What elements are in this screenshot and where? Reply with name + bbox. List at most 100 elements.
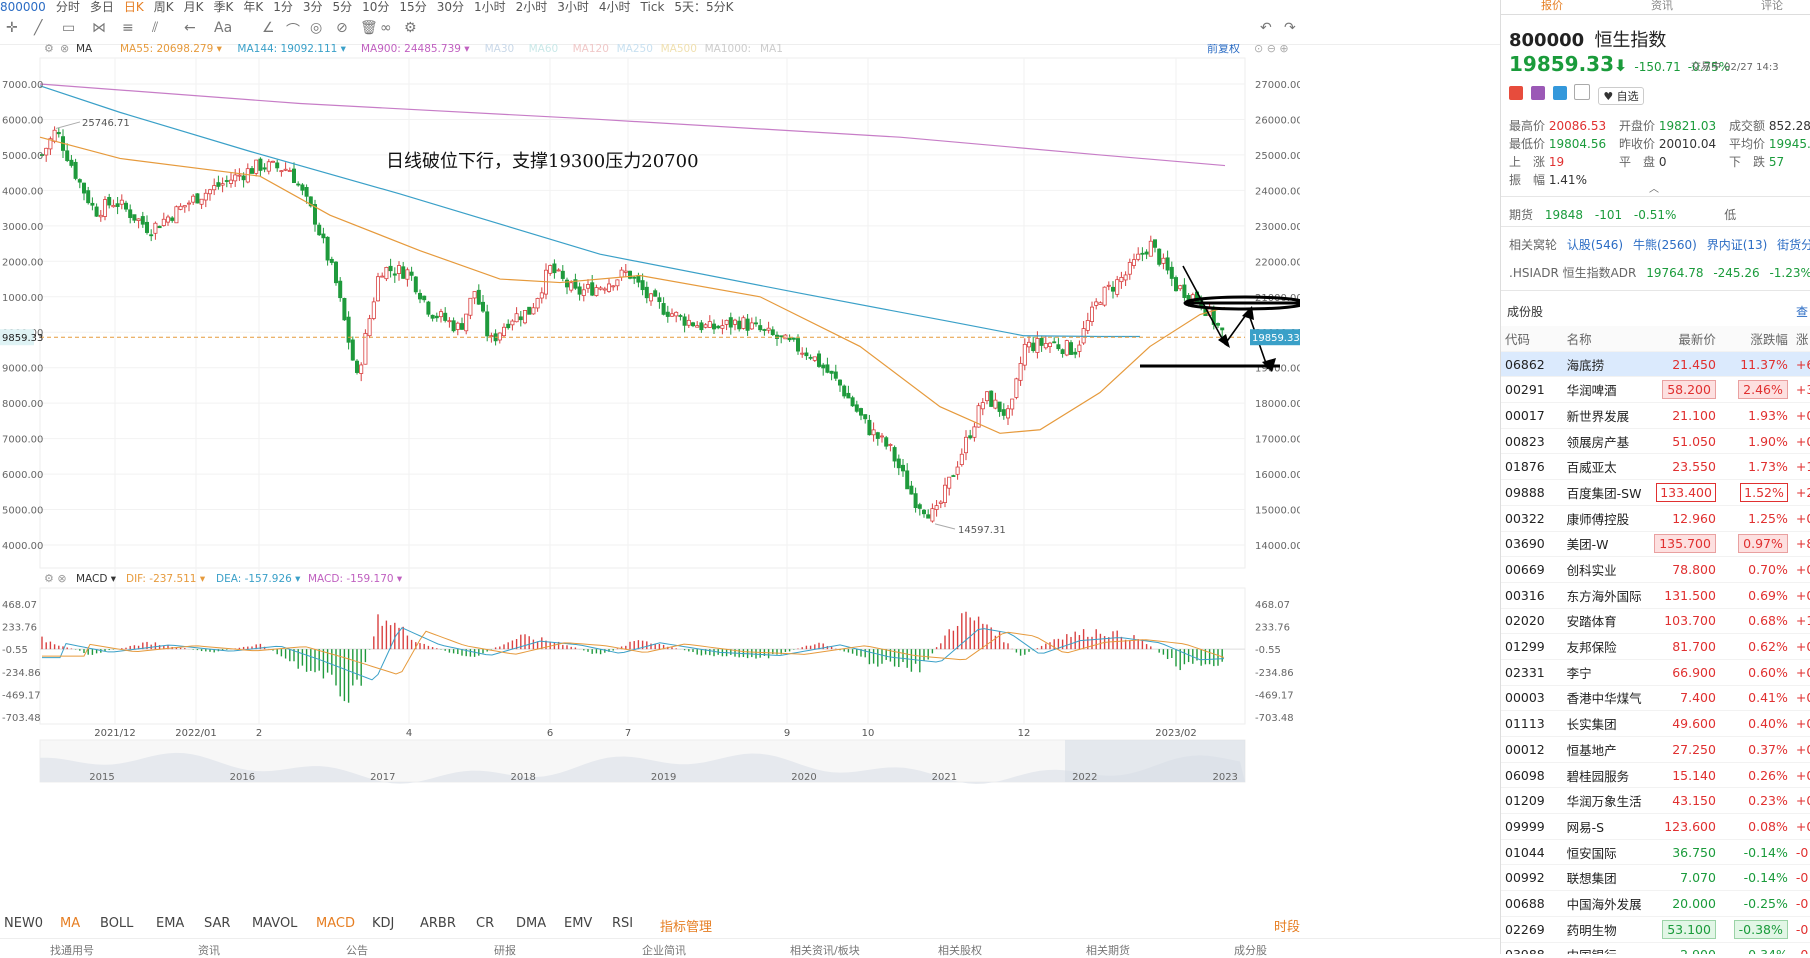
note-icon[interactable] [1574,84,1591,100]
fib-tool-icon[interactable]: ≡ [122,20,134,36]
period-6[interactable]: 季K [213,0,234,14]
bottom-tab-1[interactable]: 资讯 [198,944,220,957]
col-header-2[interactable]: 最新价 [1647,326,1720,352]
period-16[interactable]: 3小时 [557,0,589,14]
settings-icon[interactable]: ⚙ [404,20,417,36]
indicator-tab-sar[interactable]: SAR [204,916,231,931]
col-header-0[interactable]: 代码 [1501,326,1563,352]
period-2[interactable]: 多日 [89,0,114,14]
col-header-1[interactable]: 名称 [1562,326,1648,352]
period-17[interactable]: 4小时 [598,0,631,14]
chart-canvas[interactable]: 2015 2016 2017 2018 2019 2020 2021 2022 2023 ⚙ ⊗… [0,44,1300,910]
period-1[interactable]: 分时 [55,0,80,14]
period-3[interactable]: 日K [123,0,144,14]
arrow-tool-icon[interactable]: ← [184,20,196,36]
link-icon[interactable]: ∞ [380,20,392,36]
rectangle-tool-icon[interactable]: ▭ [62,20,76,36]
hide-icon[interactable]: ⊘ [336,20,348,36]
bottom-tab-7[interactable]: 相关期货 [1086,944,1130,957]
indicator-tab-ema[interactable]: EMA [156,916,185,931]
table-row[interactable]: 02269 药明生物 53.100 -0.38% -0 [1501,916,1810,943]
tab-quote[interactable]: 报价 [1541,0,1563,12]
bottom-tab-8[interactable]: 成分股 [1234,944,1267,957]
table-row[interactable]: 00688 中国海外发展 20.000 -0.25% -0 [1501,890,1810,917]
watchlist-button[interactable]: ♥ 自选 [1598,87,1644,105]
period-15[interactable]: 2小时 [515,0,548,14]
period-18[interactable]: Tick [640,0,665,14]
constituents-more-link[interactable]: 查 [1796,305,1809,319]
indicator-tab-arbr[interactable]: ARBR [420,916,456,931]
bottom-tab-6[interactable]: 相关股权 [938,944,982,957]
period-19[interactable]: 5天：5分K [674,0,734,14]
col-header-4[interactable]: 涨 [1791,326,1810,352]
period-12[interactable]: 15分 [399,0,427,14]
link-warrants[interactable]: 认股(546) [1566,238,1624,252]
delete-icon[interactable]: 🗑 [360,20,378,36]
user-drawings[interactable] [1140,265,1300,372]
indicator-tab-rsi[interactable]: RSI [612,916,634,931]
indicator-tab-指标管理[interactable]: 指标管理 [660,920,713,935]
eye-icon[interactable]: ◎ [310,20,323,36]
col-header-3[interactable]: 涨跌幅 [1719,326,1792,352]
table-row[interactable]: 03988中国银行2.900-0.34%-0 [1501,942,1810,954]
period-4[interactable]: 周K [153,0,174,14]
indicator-tab-boll[interactable]: BOLL [100,916,134,931]
period-8[interactable]: 1分 [273,0,293,14]
crosshair-icon[interactable]: ✛ [6,20,18,36]
bottom-tab-3[interactable]: 研报 [494,944,516,957]
fork-tool-icon[interactable]: ⋈ [92,20,106,36]
period-0[interactable]: 800000 [0,0,46,14]
period-9[interactable]: 3分 [302,0,323,14]
period-10[interactable]: 5分 [332,0,353,14]
indicator-tab-cr[interactable]: CR [476,916,495,931]
link-inline[interactable]: 界内证(13) [1706,238,1768,252]
tab-review[interactable]: 评论 [1761,0,1783,12]
bottom-tab-0[interactable]: 找通用号 [50,944,94,957]
futures-row[interactable]: 期货 19848 -101 -0.51% 低 [1509,208,1737,222]
indicator-tab-new0[interactable]: NEW0 [4,916,44,931]
period-14[interactable]: 1小时 [473,0,506,14]
option-icon[interactable] [1530,86,1545,100]
indicator-tab-emv[interactable]: EMV [564,916,593,931]
bottom-tab-2[interactable]: 公告 [346,944,368,957]
period-7[interactable]: 年K [243,0,264,14]
period-11[interactable]: 10分 [362,0,390,14]
period-13[interactable]: 30分 [436,0,464,14]
bottom-tab-4[interactable]: 企业简讯 [642,944,686,957]
tag-icon[interactable] [1552,86,1567,100]
arc-tool-icon[interactable]: ⌒ [286,23,300,39]
link-street[interactable]: 街货分析 [1777,238,1810,252]
indicator-tab-kdj[interactable]: KDJ [372,916,395,931]
indicator-tab-macd[interactable]: MACD [316,916,355,931]
tab-news[interactable]: 资讯 [1651,0,1673,12]
bottom-tab-5[interactable]: 相关资讯/板块 [790,944,860,957]
undo-icon[interactable]: ↶ [1260,20,1272,36]
link-cbbc[interactable]: 牛熊(2560) [1632,238,1697,252]
table-row[interactable]: 00992 联想集团 7.070 -0.14% -0 [1501,864,1810,892]
period-5[interactable]: 月K [183,0,204,14]
line-tool-icon[interactable]: ╱ [34,20,43,36]
text-tool-icon[interactable]: Aa [214,20,233,36]
redo-icon[interactable]: ↷ [1284,20,1296,36]
time-range-tab[interactable]: 时段 [1274,920,1301,935]
indicator-tab-mavol[interactable]: MAVOL [252,916,298,931]
overview-strip[interactable]: 2015 2016 2017 2018 2019 2020 2021 2022 2023 [39,739,1246,784]
